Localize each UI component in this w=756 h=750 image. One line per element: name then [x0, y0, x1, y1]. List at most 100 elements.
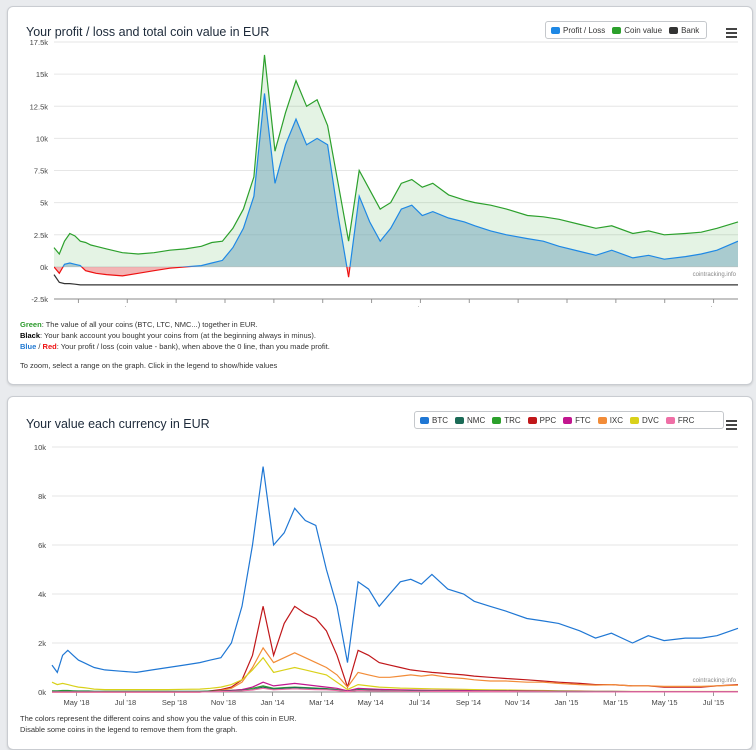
coin-value-line — [53, 54, 739, 256]
x-tick-label: Sep '14 — [456, 698, 481, 707]
x-tick-label: Mar '15 — [603, 698, 628, 707]
note-line-1: The colors represent the different coins… — [20, 714, 297, 723]
currency-chart-legend: BTC NMC TRC PPC FTC IXC DVC FRC — [414, 411, 724, 429]
series-line-ppc — [52, 605, 739, 693]
x-tick-label: Jul '18 — [117, 305, 138, 307]
x-tick-label: Jul '18 — [115, 698, 136, 707]
x-tick-label: Jul '14 — [409, 698, 430, 707]
legend-swatch — [527, 416, 537, 424]
hamburger-menu-icon[interactable] — [726, 420, 737, 432]
x-tick-label: Jul '14 — [410, 305, 431, 307]
note-zoom: To zoom, select a range on the graph. Cl… — [20, 361, 278, 370]
profit-chart-notes: Green: The value of all your coins (BTC,… — [20, 319, 330, 371]
y-tick-label: -2.5k — [31, 295, 48, 304]
profit-loss-panel: Your profit / loss and total coin value … — [7, 6, 753, 385]
legend-item-nmc[interactable]: NMC — [455, 416, 485, 425]
legend-swatch — [563, 416, 573, 424]
y-tick-label: 10k — [34, 443, 46, 452]
legend-swatch — [665, 416, 675, 424]
x-tick-label: Mar '14 — [310, 305, 335, 307]
legend-swatch — [612, 26, 622, 34]
legend-label: Bank — [681, 25, 700, 35]
x-tick-label: Jul '15 — [703, 698, 724, 707]
legend-label: DVC — [642, 415, 659, 425]
y-tick-label: 10k — [36, 134, 48, 143]
legend-swatch — [551, 26, 560, 34]
y-tick-label: 0k — [40, 263, 48, 272]
x-tick-label: Jan '14 — [262, 305, 286, 307]
bank-line — [53, 274, 738, 286]
y-tick-label: 12.5k — [30, 102, 49, 111]
legend-swatch — [630, 416, 640, 424]
profit-chart-svg[interactable]: 17.5k 15k 12.5k 10k 7.5k 5k 2.5k 0k -2.5k May '18… — [8, 7, 752, 307]
loss-line — [54, 266, 351, 278]
legend-item-trc[interactable]: TRC — [492, 416, 521, 425]
note-green: Green: The value of all your coins (BTC,… — [20, 320, 258, 329]
series-line-btc — [51, 466, 739, 674]
currency-chart-svg[interactable]: 10k 8k 6k 4k 2k 0k May '18 Jul '18 Sep '18 Nov '1… — [8, 397, 752, 707]
legend-swatch — [492, 416, 502, 424]
legend-item-btc[interactable]: BTC — [420, 416, 448, 425]
y-tick-label: 4k — [38, 590, 46, 599]
legend-label: PPC — [539, 415, 557, 425]
x-tick-label: May '14 — [359, 305, 385, 307]
y-tick-label: 6k — [38, 541, 46, 550]
x-tick-label: Nov '14 — [505, 698, 530, 707]
currency-chart-title: Your value each currency in EUR — [26, 417, 210, 431]
legend-label: BTC — [432, 415, 448, 425]
legend-label: Profit / Loss — [563, 25, 606, 35]
x-tick-label: Jan '14 — [261, 698, 285, 707]
x-tick-label: Jan '15 — [555, 698, 579, 707]
x-tick-label: May '18 — [65, 305, 91, 307]
legend-label: NMC — [467, 415, 486, 425]
x-tick-label: Mar '14 — [309, 698, 334, 707]
legend-item-profit-loss[interactable]: Profit / Loss — [551, 26, 605, 35]
legend-label: IXC — [609, 415, 624, 425]
watermark: cointracking.info — [693, 678, 737, 684]
legend-label: Coin value — [624, 25, 663, 35]
watermark: cointracking.info — [693, 272, 737, 278]
hamburger-menu-icon[interactable] — [726, 28, 737, 40]
legend-swatch — [455, 416, 464, 424]
x-tick-label: Nov '18 — [212, 305, 237, 307]
y-tick-label: 0k — [38, 688, 46, 697]
legend-swatch — [420, 416, 429, 424]
legend-item-bank[interactable]: Bank — [669, 26, 699, 35]
note-blue-red: Blue / Red: Your profit / loss (coin val… — [20, 342, 330, 351]
x-tick-label: May '15 — [652, 305, 678, 307]
x-tick-label: Jul '15 — [703, 305, 724, 307]
note-black: Black: Your bank account you bought your… — [20, 331, 317, 340]
y-tick-label: 2.5k — [34, 231, 48, 240]
x-tick-label: Sep '14 — [457, 305, 482, 307]
profit-area — [54, 93, 738, 267]
loss-area — [54, 266, 738, 278]
x-tick-label: Sep '18 — [164, 305, 189, 307]
note-line-2: Disable some coins in the legend to remo… — [20, 725, 238, 734]
profit-chart-title: Your profit / loss and total coin value … — [26, 25, 270, 39]
legend-label: FTC — [575, 415, 591, 425]
y-tick-label: 5k — [40, 199, 48, 208]
legend-item-dvc[interactable]: DVC — [630, 416, 659, 425]
x-tick-label: Nov '18 — [211, 698, 236, 707]
x-tick-label: May '15 — [651, 698, 677, 707]
y-tick-label: 2k — [38, 639, 46, 648]
legend-item-ppc[interactable]: PPC — [527, 415, 557, 425]
y-tick-label: 8k — [38, 492, 46, 501]
legend-label: FRC — [677, 415, 695, 425]
legend-swatch — [669, 26, 679, 34]
y-tick-label: 15k — [36, 70, 48, 79]
legend-item-ixc[interactable]: IXC — [597, 415, 624, 425]
x-tick-label: May '18 — [63, 698, 89, 707]
series-line-frc — [52, 687, 738, 693]
currency-chart-notes: The colors represent the different coins… — [20, 713, 297, 735]
profit-chart-legend: Profit / Loss Coin value Bank — [545, 21, 708, 39]
currency-panel: Your value each currency in EUR BTC NMC TR… — [7, 396, 753, 750]
legend-swatch — [597, 416, 607, 424]
x-tick-label: Jan '15 — [555, 305, 579, 307]
y-tick-label: 7.5k — [34, 167, 48, 176]
legend-item-coin-value[interactable]: Coin value — [612, 26, 662, 35]
x-tick-label: May '14 — [357, 698, 383, 707]
legend-item-ftc[interactable]: FTC — [563, 416, 591, 425]
legend-item-frc[interactable]: FRC — [665, 415, 695, 425]
x-tick-label: Mar '15 — [603, 305, 628, 307]
